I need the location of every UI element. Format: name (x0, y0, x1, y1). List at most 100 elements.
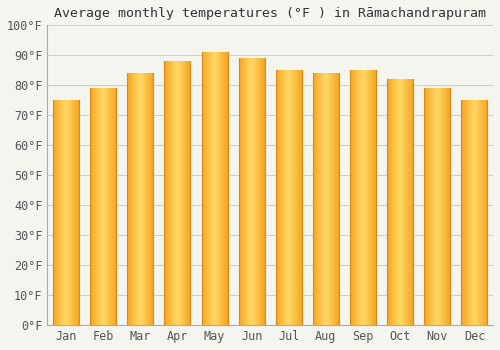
Bar (249, 58, 250, 325)
Bar (432, 88, 433, 325)
Bar (132, 73, 133, 325)
Bar (115, 88, 116, 325)
Bar (367, 70, 368, 325)
Bar (390, 79, 391, 325)
Bar (368, 70, 369, 325)
Bar (301, 70, 302, 325)
Bar (139, 73, 140, 325)
Bar (425, 88, 426, 325)
Bar (449, 88, 450, 325)
Bar (436, 88, 438, 325)
Bar (171, 61, 172, 325)
Bar (178, 61, 180, 325)
Bar (152, 73, 154, 325)
Bar (141, 73, 142, 325)
Bar (375, 70, 376, 325)
Bar (187, 61, 188, 325)
Bar (261, 58, 262, 325)
Bar (147, 73, 148, 325)
Bar (291, 70, 292, 325)
Bar (369, 70, 370, 325)
Bar (298, 70, 299, 325)
Bar (389, 79, 390, 325)
Bar (330, 73, 331, 325)
Bar (69, 100, 70, 325)
Bar (277, 70, 278, 325)
Bar (336, 73, 337, 325)
Bar (221, 52, 222, 325)
Bar (188, 61, 189, 325)
Bar (352, 70, 354, 325)
Bar (484, 100, 485, 325)
Bar (338, 73, 339, 325)
Bar (372, 70, 373, 325)
Bar (254, 58, 255, 325)
Bar (279, 70, 280, 325)
Bar (168, 61, 169, 325)
Bar (280, 70, 281, 325)
Bar (359, 70, 360, 325)
Bar (470, 100, 471, 325)
Bar (109, 88, 110, 325)
Bar (61, 100, 62, 325)
Bar (57, 100, 58, 325)
Bar (401, 79, 402, 325)
Bar (222, 52, 223, 325)
Bar (205, 52, 206, 325)
Bar (400, 79, 401, 325)
Bar (408, 79, 410, 325)
Bar (73, 100, 74, 325)
Bar (471, 100, 472, 325)
Bar (210, 52, 212, 325)
Bar (260, 58, 261, 325)
Bar (434, 88, 435, 325)
Bar (182, 61, 184, 325)
Bar (246, 58, 247, 325)
Bar (114, 88, 115, 325)
Bar (357, 70, 358, 325)
Bar (486, 100, 487, 325)
Bar (100, 88, 101, 325)
Bar (360, 70, 361, 325)
Bar (300, 70, 301, 325)
Bar (468, 100, 469, 325)
Bar (276, 70, 277, 325)
Bar (403, 79, 404, 325)
Bar (142, 73, 143, 325)
Bar (135, 73, 136, 325)
Bar (356, 70, 357, 325)
Bar (318, 73, 319, 325)
Bar (70, 100, 71, 325)
Bar (177, 61, 178, 325)
Bar (371, 70, 372, 325)
Bar (225, 52, 226, 325)
Bar (361, 70, 362, 325)
Bar (444, 88, 445, 325)
Bar (476, 100, 477, 325)
Bar (92, 88, 94, 325)
Bar (167, 61, 168, 325)
Bar (427, 88, 428, 325)
Bar (186, 61, 187, 325)
Bar (252, 58, 253, 325)
Bar (335, 73, 336, 325)
Bar (478, 100, 479, 325)
Bar (130, 73, 131, 325)
Bar (133, 73, 134, 325)
Bar (105, 88, 106, 325)
Bar (387, 79, 388, 325)
Bar (218, 52, 219, 325)
Bar (60, 100, 61, 325)
Bar (220, 52, 221, 325)
Bar (223, 52, 224, 325)
Bar (337, 73, 338, 325)
Bar (481, 100, 482, 325)
Bar (477, 100, 478, 325)
Bar (466, 100, 468, 325)
Bar (257, 58, 258, 325)
Bar (327, 73, 328, 325)
Bar (483, 100, 484, 325)
Bar (393, 79, 394, 325)
Title: Average monthly temperatures (°F ) in Rāmachandrapuram: Average monthly temperatures (°F ) in Rā… (54, 7, 486, 20)
Bar (315, 73, 316, 325)
